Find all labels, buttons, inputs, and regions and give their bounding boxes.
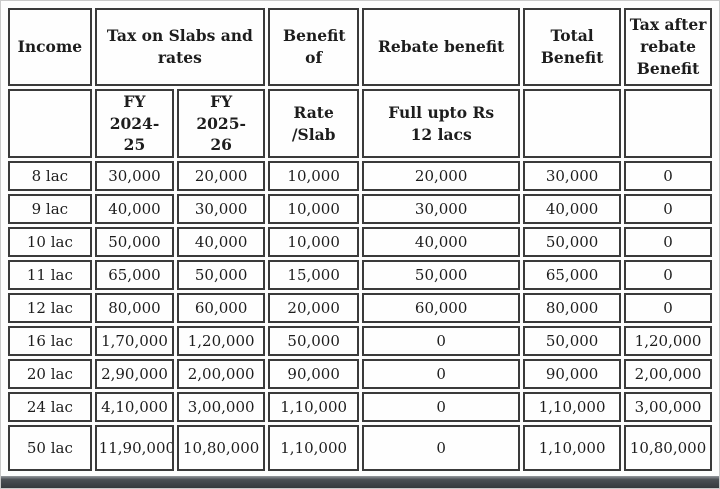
subheader-empty-total <box>523 89 622 159</box>
header-rebate-benefit: Rebate benefit <box>362 8 521 86</box>
total-benefit-cell: 30,000 <box>523 161 622 192</box>
total-benefit-cell: 65,000 <box>523 260 622 291</box>
rebate-cell: 40,000 <box>362 227 521 258</box>
fy-2025-26-cell: 3,00,000 <box>177 392 266 423</box>
subheader-fy-2025-26: FY 2025-26 <box>177 89 266 159</box>
rebate-cell: 20,000 <box>362 161 521 192</box>
fy-2024-25-cell: 11,90,000 <box>94 425 175 472</box>
benefit-cell: 15,000 <box>268 260 360 291</box>
tax-after-cell: 0 <box>624 293 712 324</box>
benefit-cell: 10,000 <box>268 161 360 192</box>
fy-2025-26-cell: 40,000 <box>177 227 266 258</box>
subheader-fy-2024-25: FY 2024-25 <box>94 89 175 159</box>
total-benefit-cell: 1,10,000 <box>523 425 622 472</box>
table-row-20-lac: 20 lac 2,90,000 2,00,000 90,000 0 90,000… <box>8 359 712 390</box>
benefit-cell: 10,000 <box>268 194 360 225</box>
header-row-1: Income Tax on Slabs and rates Benefit of… <box>8 8 712 86</box>
fy-2025-26-cell: 30,000 <box>177 194 266 225</box>
header-benefit-of: Benefit of <box>268 8 360 86</box>
tax-after-cell: 0 <box>624 227 712 258</box>
table-row-16-lac: 16 lac 1,70,000 1,20,000 50,000 0 50,000… <box>8 326 712 357</box>
table-row-50-lac: 50 lac 11,90,000 10,80,000 1,10,000 0 1,… <box>8 425 712 472</box>
header-tax-after-rebate: Tax after rebate Benefit <box>624 8 712 86</box>
income-cell: 12 lac <box>8 293 92 324</box>
benefit-cell: 1,10,000 <box>268 392 360 423</box>
header-total-benefit: Total Benefit <box>523 8 622 86</box>
subheader-rebate-full: Full upto Rs 12 lacs <box>362 89 521 159</box>
table-row-10-lac: 10 lac 50,000 40,000 10,000 40,000 50,00… <box>8 227 712 258</box>
rebate-cell: 60,000 <box>362 293 521 324</box>
tax-after-cell: 1,20,000 <box>624 326 712 357</box>
total-benefit-cell: 80,000 <box>523 293 622 324</box>
fy-2025-26-cell: 60,000 <box>177 293 266 324</box>
bottom-bar <box>1 476 719 488</box>
income-cell: 11 lac <box>8 260 92 291</box>
subheader-rate-slab: Rate /Slab <box>268 89 360 159</box>
total-benefit-cell: 40,000 <box>523 194 622 225</box>
rebate-cell: 50,000 <box>362 260 521 291</box>
benefit-cell: 10,000 <box>268 227 360 258</box>
rebate-cell: 0 <box>362 326 521 357</box>
fy-2024-25-cell: 1,70,000 <box>94 326 175 357</box>
income-cell: 50 lac <box>8 425 92 472</box>
income-cell: 24 lac <box>8 392 92 423</box>
tax-after-cell: 3,00,000 <box>624 392 712 423</box>
rebate-cell: 0 <box>362 392 521 423</box>
benefit-cell: 1,10,000 <box>268 425 360 472</box>
fy-2025-26-cell: 50,000 <box>177 260 266 291</box>
tax-after-cell: 0 <box>624 260 712 291</box>
fy-2024-25-cell: 2,90,000 <box>94 359 175 390</box>
fy-2025-26-cell: 10,80,000 <box>177 425 266 472</box>
fy-2024-25-cell: 30,000 <box>94 161 175 192</box>
rebate-cell: 0 <box>362 359 521 390</box>
tax-after-cell: 0 <box>624 161 712 192</box>
income-cell: 8 lac <box>8 161 92 192</box>
tax-after-cell: 0 <box>624 194 712 225</box>
total-benefit-cell: 1,10,000 <box>523 392 622 423</box>
subheader-empty-after <box>624 89 712 159</box>
header-row-2: FY 2024-25 FY 2025-26 Rate /Slab Full up… <box>8 89 712 159</box>
table-row-9-lac: 9 lac 40,000 30,000 10,000 30,000 40,000… <box>8 194 712 225</box>
fy-2024-25-cell: 40,000 <box>94 194 175 225</box>
income-cell: 10 lac <box>8 227 92 258</box>
fy-2025-26-cell: 1,20,000 <box>177 326 266 357</box>
fy-2024-25-cell: 80,000 <box>94 293 175 324</box>
table-row-11-lac: 11 lac 65,000 50,000 15,000 50,000 65,00… <box>8 260 712 291</box>
header-income: Income <box>8 8 92 86</box>
tax-after-cell: 2,00,000 <box>624 359 712 390</box>
total-benefit-cell: 50,000 <box>523 227 622 258</box>
rebate-cell: 0 <box>362 425 521 472</box>
benefit-cell: 50,000 <box>268 326 360 357</box>
table-row-8-lac: 8 lac 30,000 20,000 10,000 20,000 30,000… <box>8 161 712 192</box>
fy-2024-25-cell: 50,000 <box>94 227 175 258</box>
tax-after-cell: 10,80,000 <box>624 425 712 472</box>
fy-2024-25-cell: 65,000 <box>94 260 175 291</box>
benefit-cell: 20,000 <box>268 293 360 324</box>
fy-2025-26-cell: 2,00,000 <box>177 359 266 390</box>
total-benefit-cell: 90,000 <box>523 359 622 390</box>
total-benefit-cell: 50,000 <box>523 326 622 357</box>
table-row-24-lac: 24 lac 4,10,000 3,00,000 1,10,000 0 1,10… <box>8 392 712 423</box>
benefit-cell: 90,000 <box>268 359 360 390</box>
rebate-cell: 30,000 <box>362 194 521 225</box>
table-row-12-lac: 12 lac 80,000 60,000 20,000 60,000 80,00… <box>8 293 712 324</box>
fy-2025-26-cell: 20,000 <box>177 161 266 192</box>
tax-benefit-table: Income Tax on Slabs and rates Benefit of… <box>5 5 715 474</box>
fy-2024-25-cell: 4,10,000 <box>94 392 175 423</box>
income-cell: 9 lac <box>8 194 92 225</box>
header-tax-on-slabs: Tax on Slabs and rates <box>94 8 266 86</box>
subheader-empty-income <box>8 89 92 159</box>
income-cell: 16 lac <box>8 326 92 357</box>
income-cell: 20 lac <box>8 359 92 390</box>
